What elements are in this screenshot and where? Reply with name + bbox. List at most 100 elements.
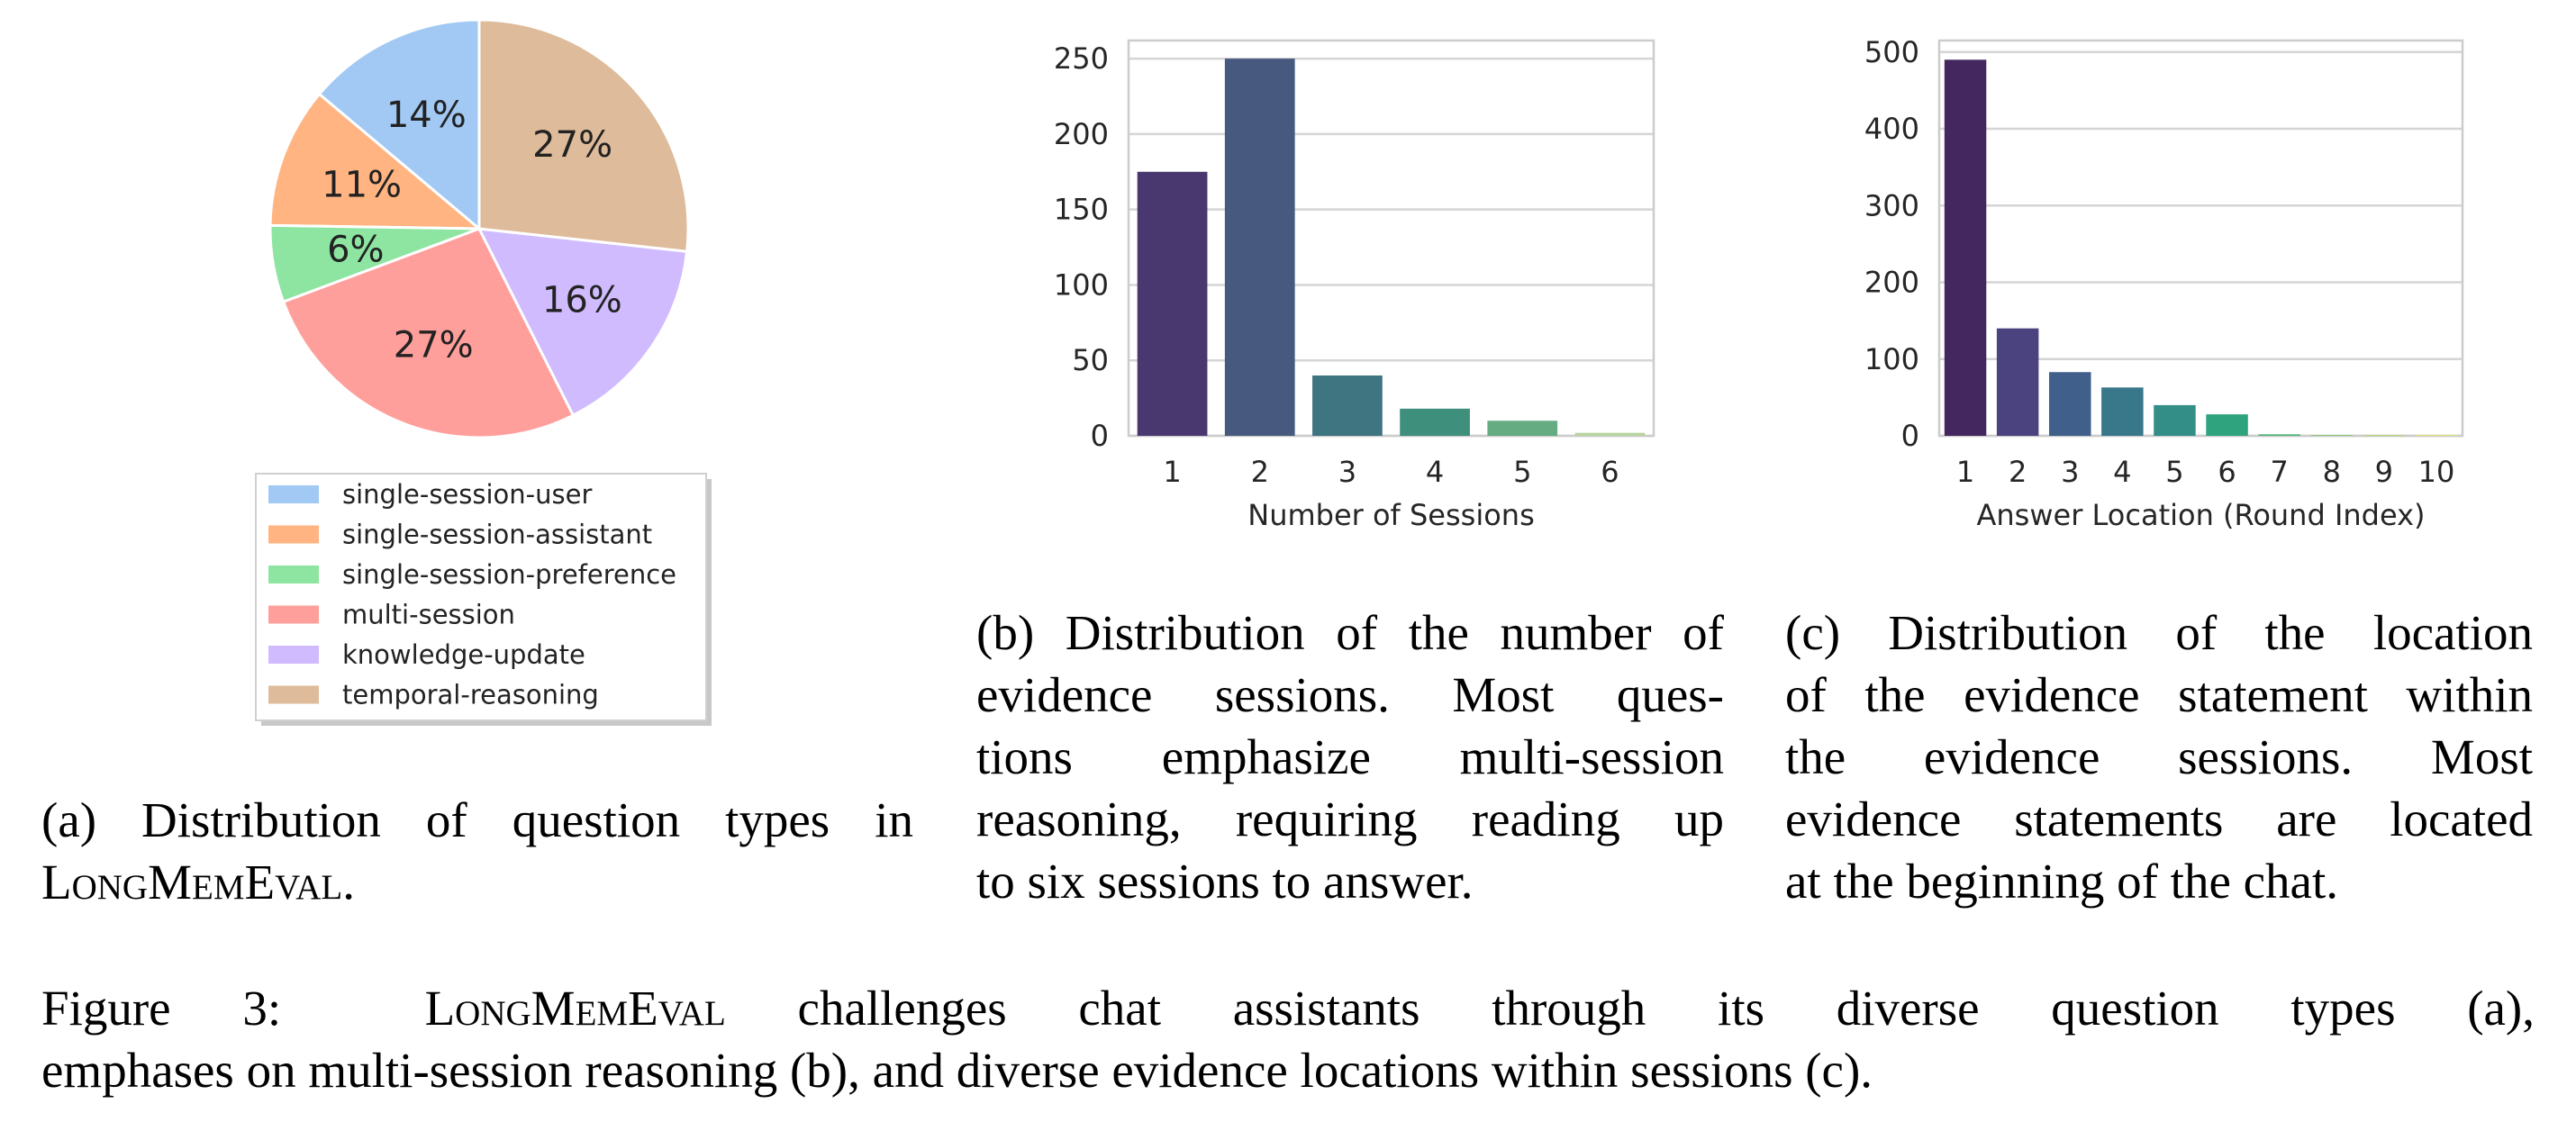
figure-caption-line-1-rest: challenges chat assistants through its d…: [797, 981, 2535, 1036]
y-tick-label: 250: [1054, 41, 1109, 76]
x-tick-label: 1: [1956, 455, 1974, 489]
x-tick-label: 2: [1251, 455, 1269, 489]
legend-swatch: [268, 485, 319, 503]
y-tick-label: 0: [1091, 419, 1109, 453]
bar: [2310, 435, 2353, 436]
x-tick-label: 3: [2061, 455, 2079, 489]
caption-a-tail: .: [342, 855, 355, 909]
figure-caption-line-1: Figure 3: LongMemEval challenges chat as…: [41, 977, 2535, 1039]
bar: [1224, 59, 1295, 436]
pie-slice: [317, 18, 481, 232]
pie-slice-label: 16%: [542, 279, 622, 321]
legend-box: [255, 473, 707, 721]
x-axis-label: Number of Sessions: [1247, 498, 1535, 532]
y-tick-label: 150: [1054, 193, 1109, 227]
caption-b-line: reasoning, requiring reading up: [976, 792, 1724, 846]
pie-slice-label: 27%: [532, 124, 612, 166]
caption-c-line: evidence statements are located: [1785, 792, 2533, 846]
caption-c-line: at the beginning of the chat.: [1785, 854, 2338, 909]
bar: [2049, 372, 2091, 436]
x-tick-label: 6: [1601, 455, 1619, 489]
pie-slice-label: 14%: [386, 95, 467, 136]
legend-label: temporal-reasoning: [342, 680, 599, 710]
x-tick-label: 9: [2375, 455, 2393, 489]
pie-slice: [281, 227, 576, 439]
pie-chart: 14% 11% 6% 27% 16% 27%: [268, 18, 690, 439]
caption-b: (b) Distribution of the number of eviden…: [976, 602, 1724, 912]
bar: [2363, 435, 2406, 436]
x-tick-label: 10: [2418, 455, 2455, 489]
pie-slice: [476, 227, 689, 418]
pie-slice: [268, 92, 484, 231]
caption-b-line: evidence sessions. Most ques-: [976, 667, 1724, 722]
caption-a-line: (a) Distribution of question types in: [41, 792, 913, 847]
x-tick-label: 5: [1513, 455, 1531, 489]
plot-frame: [1127, 39, 1655, 438]
bar: [2258, 434, 2300, 436]
legend-swatch: [268, 605, 319, 624]
y-tick-label: 400: [1864, 112, 1919, 146]
legend-label: multi-session: [342, 600, 515, 630]
x-tick-label: 4: [2113, 455, 2131, 489]
y-tick-label: 0: [1901, 419, 1919, 453]
caption-b-line: (b) Distribution of the number of: [976, 605, 1724, 660]
bar-chart-sessions: 0 50 100 150 200 250 1 2 3 4 5 6 Number of Sessions: [1054, 39, 1655, 532]
bar: [1487, 421, 1558, 436]
x-tick-label: 2: [2009, 455, 2027, 489]
figure-caption-line-2: emphases on multi-session reasoning (b),…: [41, 1043, 1873, 1098]
caption-a: (a) Distribution of question types in Lo…: [41, 789, 913, 913]
x-tick-label: 7: [2270, 455, 2288, 489]
bar: [2415, 435, 2458, 436]
pie-slice-label: 6%: [327, 230, 384, 271]
x-tick-label: 5: [2165, 455, 2183, 489]
caption-c: (c) Distribution of the location of the …: [1785, 602, 2533, 912]
legend-swatch: [268, 685, 319, 704]
plot-frame: [1937, 39, 2464, 438]
x-tick-label: 6: [2218, 455, 2236, 489]
y-tick-label: 500: [1864, 35, 1919, 69]
bar: [1574, 432, 1646, 436]
legend-label: single-session-preference: [342, 559, 676, 590]
caption-c-line: (c) Distribution of the location: [1785, 605, 2533, 660]
y-tick-label: 200: [1864, 266, 1919, 300]
y-tick-label: 300: [1864, 188, 1919, 222]
figure-caption-prefix: Figure 3:: [41, 981, 282, 1036]
pie-legend: single-session-user single-session-assist…: [255, 473, 712, 726]
legend-label: single-session-user: [342, 479, 592, 510]
pie-slice-label: 11%: [322, 164, 402, 205]
legend-swatch: [268, 566, 319, 584]
pie-slice-label: 27%: [394, 325, 474, 366]
bar: [2101, 387, 2144, 436]
bar: [1944, 59, 1987, 437]
y-tick-label: 100: [1054, 267, 1109, 302]
bar-chart-answer-location: 0 100 200 300 400 500 1 2 3 4 5 6 7 8 9 10 Answer Locati…: [1864, 35, 2464, 532]
bar: [1137, 171, 1208, 436]
caption-b-line: to six sessions to answer.: [976, 854, 1474, 909]
caption-a-name-line: LongMemEval.: [41, 851, 913, 913]
x-axis-label: Answer Location (Round Index): [1976, 498, 2425, 532]
legend-label: knowledge-update: [342, 639, 585, 670]
bar: [2206, 414, 2248, 436]
legend-swatch: [268, 525, 319, 544]
x-tick-label: 4: [1426, 455, 1444, 489]
pie-slice: [477, 18, 690, 253]
y-tick-label: 50: [1072, 343, 1109, 377]
caption-b-line: tions emphasize multi-session: [976, 729, 1724, 784]
x-tick-label: 1: [1163, 455, 1181, 489]
figure-caption: Figure 3: LongMemEval challenges chat as…: [41, 977, 2535, 1101]
bar: [1312, 375, 1383, 436]
figure-caption-name: LongMemEval: [424, 981, 726, 1036]
caption-c-line: the evidence sessions. Most: [1785, 729, 2533, 784]
legend-label: single-session-assistant: [342, 520, 652, 550]
bar: [1996, 328, 2039, 436]
x-tick-label: 8: [2323, 455, 2341, 489]
caption-c-line: of the evidence statement within: [1785, 667, 2533, 722]
y-tick-label: 100: [1864, 342, 1919, 376]
caption-a-name: LongMemEval: [41, 855, 343, 909]
bar: [1400, 408, 1470, 436]
bar: [2154, 404, 2196, 436]
x-tick-label: 3: [1338, 455, 1356, 489]
legend-swatch: [268, 646, 319, 664]
y-tick-label: 200: [1054, 117, 1109, 151]
